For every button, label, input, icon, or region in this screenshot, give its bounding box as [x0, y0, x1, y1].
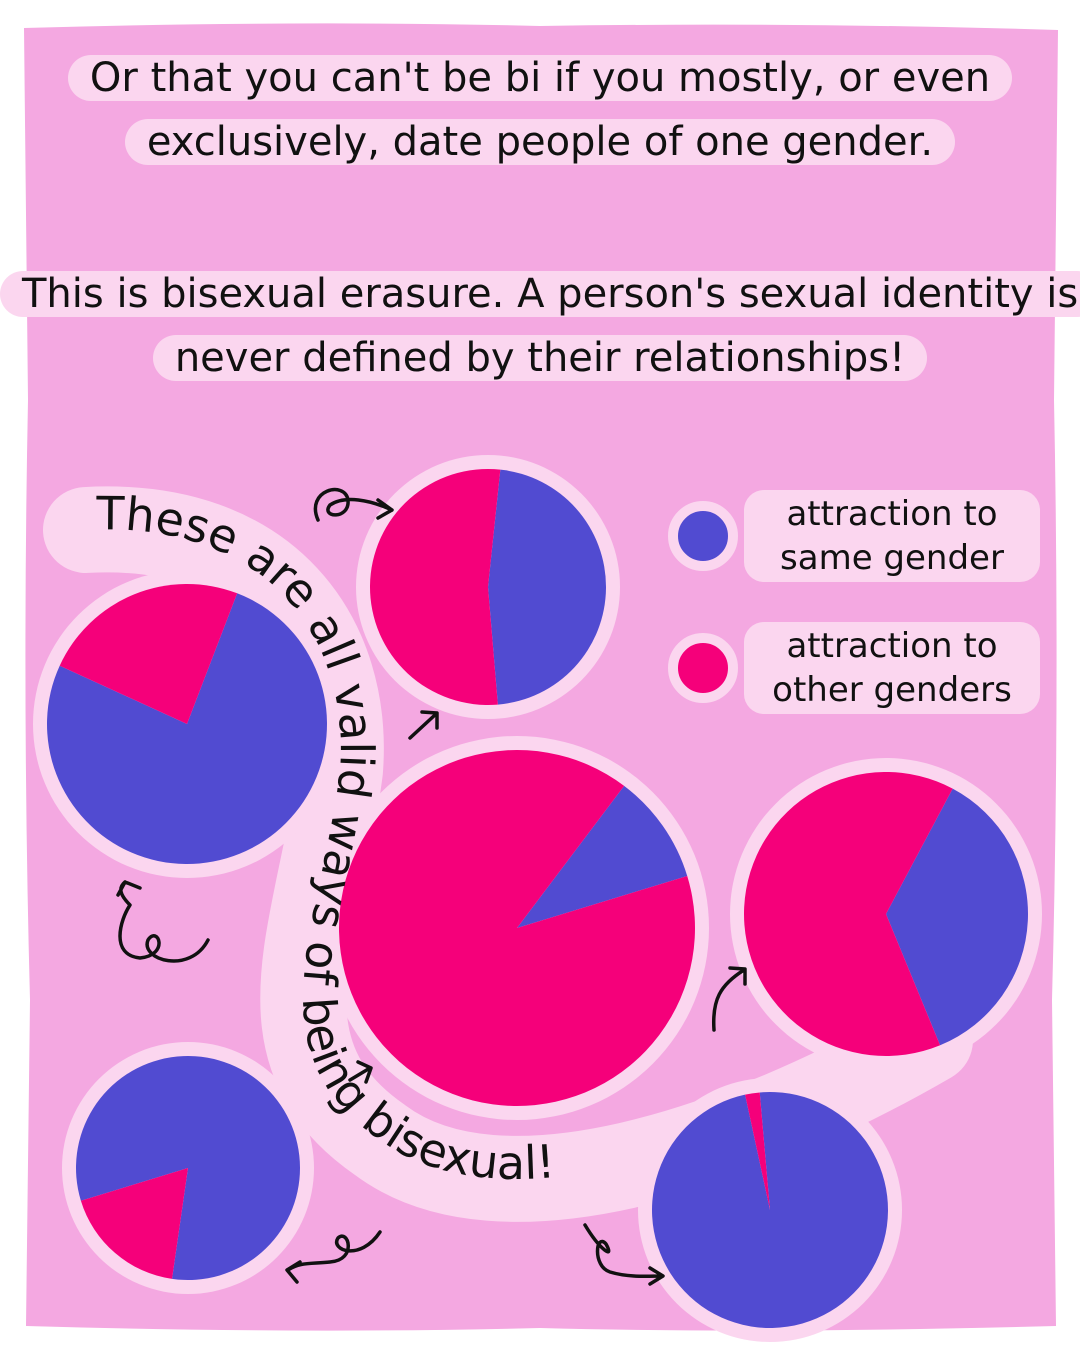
pie-6-slice-same-gender: [651, 1092, 888, 1328]
legend-swatch-same-gender: [668, 501, 738, 571]
caption-top: Or that you can't be bi if you mostly, o…: [0, 46, 1080, 174]
pie-5-slice-other-genders: [80, 1168, 188, 1279]
legend-swatch-other-genders: [668, 633, 738, 703]
arrow-4: [348, 1060, 373, 1084]
arrow-1: [313, 488, 394, 522]
pie-1-slice-same-gender: [488, 469, 607, 705]
arrows: [116, 488, 747, 1286]
arrow-7: [583, 1223, 665, 1286]
caption-middle-text: This is bisexual erasure. A person's sex…: [0, 271, 1080, 381]
arrow-5: [711, 966, 747, 1032]
arrow-3: [116, 880, 210, 963]
legend-label-other-genders: attraction to other genders: [744, 622, 1040, 714]
legend-item-same-gender: attraction to same gender: [668, 490, 1040, 582]
pie-2-slice-same-gender: [46, 593, 327, 864]
pie-3-slice-same-gender: [517, 785, 688, 928]
pie-1-slice-other-genders: [370, 469, 501, 706]
pie-4-slice-same-gender: [886, 788, 1028, 1046]
pie-3-slice-other-genders: [339, 750, 695, 1107]
legend-label-same-gender: attraction to same gender: [744, 490, 1040, 582]
pie-6-slice-other-genders: [745, 1092, 770, 1210]
arrow-2: [408, 710, 439, 740]
caption-top-text: Or that you can't be bi if you mostly, o…: [67, 55, 1013, 165]
pie-2-slice-other-genders: [59, 584, 238, 724]
legend-item-other-genders: attraction to other genders: [668, 622, 1040, 714]
pie-4-slice-other-genders: [744, 772, 953, 1056]
arrow-6: [285, 1230, 382, 1284]
caption-middle: This is bisexual erasure. A person's sex…: [0, 262, 1080, 390]
